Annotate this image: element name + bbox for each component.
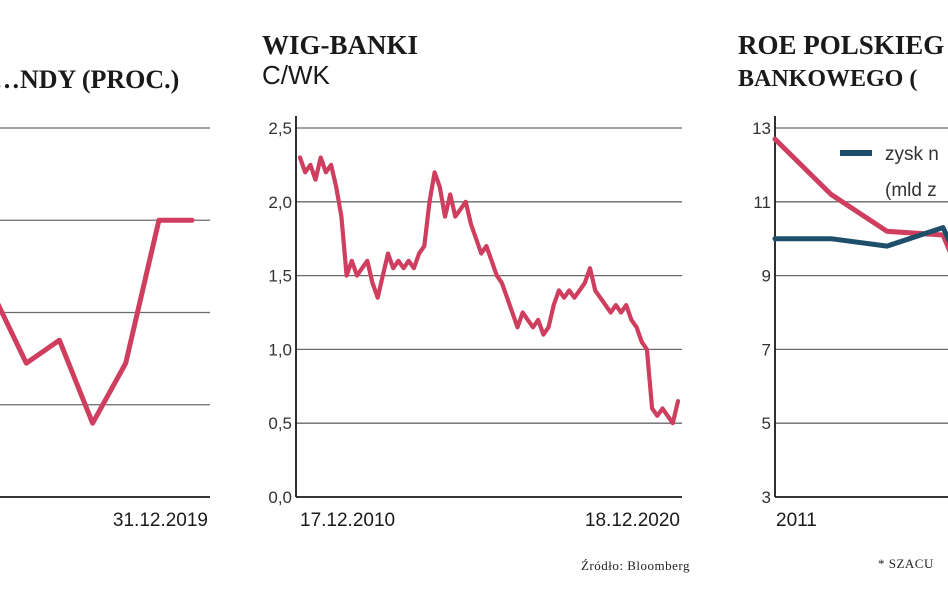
panel-2-chart: WIG-BANKI C/WK 0,0 0,5 1,0 1,5 2,0 2,5 17.12.… <box>262 30 690 573</box>
y-tick-label: 2,0 <box>268 193 292 212</box>
panel-3-title-line2: BANKOWEGO ( <box>738 66 917 92</box>
panel-2-title: WIG-BANKI <box>262 30 418 60</box>
panel-1-chart: …NDY (PROC.) 31.12.2019 <box>0 65 210 531</box>
panel-2-series <box>297 155 681 426</box>
panel-3-chart: ROE POLSKIEG BANKOWEGO ( 3 5 7 9 11 13 zysk n… <box>738 30 948 571</box>
panel-3-x-tick-start: 2011 <box>776 510 817 531</box>
y-tick-label: 1,5 <box>268 267 292 286</box>
panel-2-y-ticks: 0,0 0,5 1,0 1,5 2,0 2,5 <box>268 119 292 507</box>
y-tick-label: 11 <box>753 193 771 212</box>
series-line-red <box>772 136 948 253</box>
panel-3-grid <box>774 116 948 498</box>
panel-3-y-ticks: 3 5 7 9 11 13 <box>752 119 771 507</box>
panel-1-series <box>0 217 195 426</box>
y-tick-label: 0,0 <box>268 488 292 507</box>
panel-2-x-tick-end: 18.12.2020 <box>585 510 680 531</box>
y-tick-label: 5 <box>762 414 771 433</box>
source-note: Źródło: Bloomberg <box>581 558 690 573</box>
y-tick-label: 7 <box>762 340 771 359</box>
panel-2-subtitle: C/WK <box>262 60 331 90</box>
panel-1-x-tick-end: 31.12.2019 <box>113 510 208 531</box>
y-tick-label: 2,5 <box>268 119 292 138</box>
footnote: * SZACU <box>878 556 934 571</box>
y-tick-label: 9 <box>762 267 771 286</box>
panel-1-title: …NDY (PROC.) <box>0 65 179 94</box>
y-tick-label: 0,5 <box>268 414 292 433</box>
y-tick-label: 1,0 <box>268 340 292 359</box>
panel-1-grid <box>0 127 210 498</box>
legend-label-line1: zysk n <box>885 144 939 165</box>
y-tick-label: 3 <box>762 488 771 507</box>
panel-3-title-line1: ROE POLSKIEG <box>738 30 944 60</box>
panel-2-x-tick-start: 17.12.2010 <box>300 510 395 531</box>
legend-label-line2: (mld z <box>885 180 937 201</box>
y-tick-label: 13 <box>752 119 771 138</box>
panel-3-series <box>772 136 948 253</box>
panel-2-grid <box>295 116 682 498</box>
series-line-red <box>0 217 195 426</box>
series-line-blue <box>772 225 948 249</box>
series-line-red <box>297 155 681 426</box>
